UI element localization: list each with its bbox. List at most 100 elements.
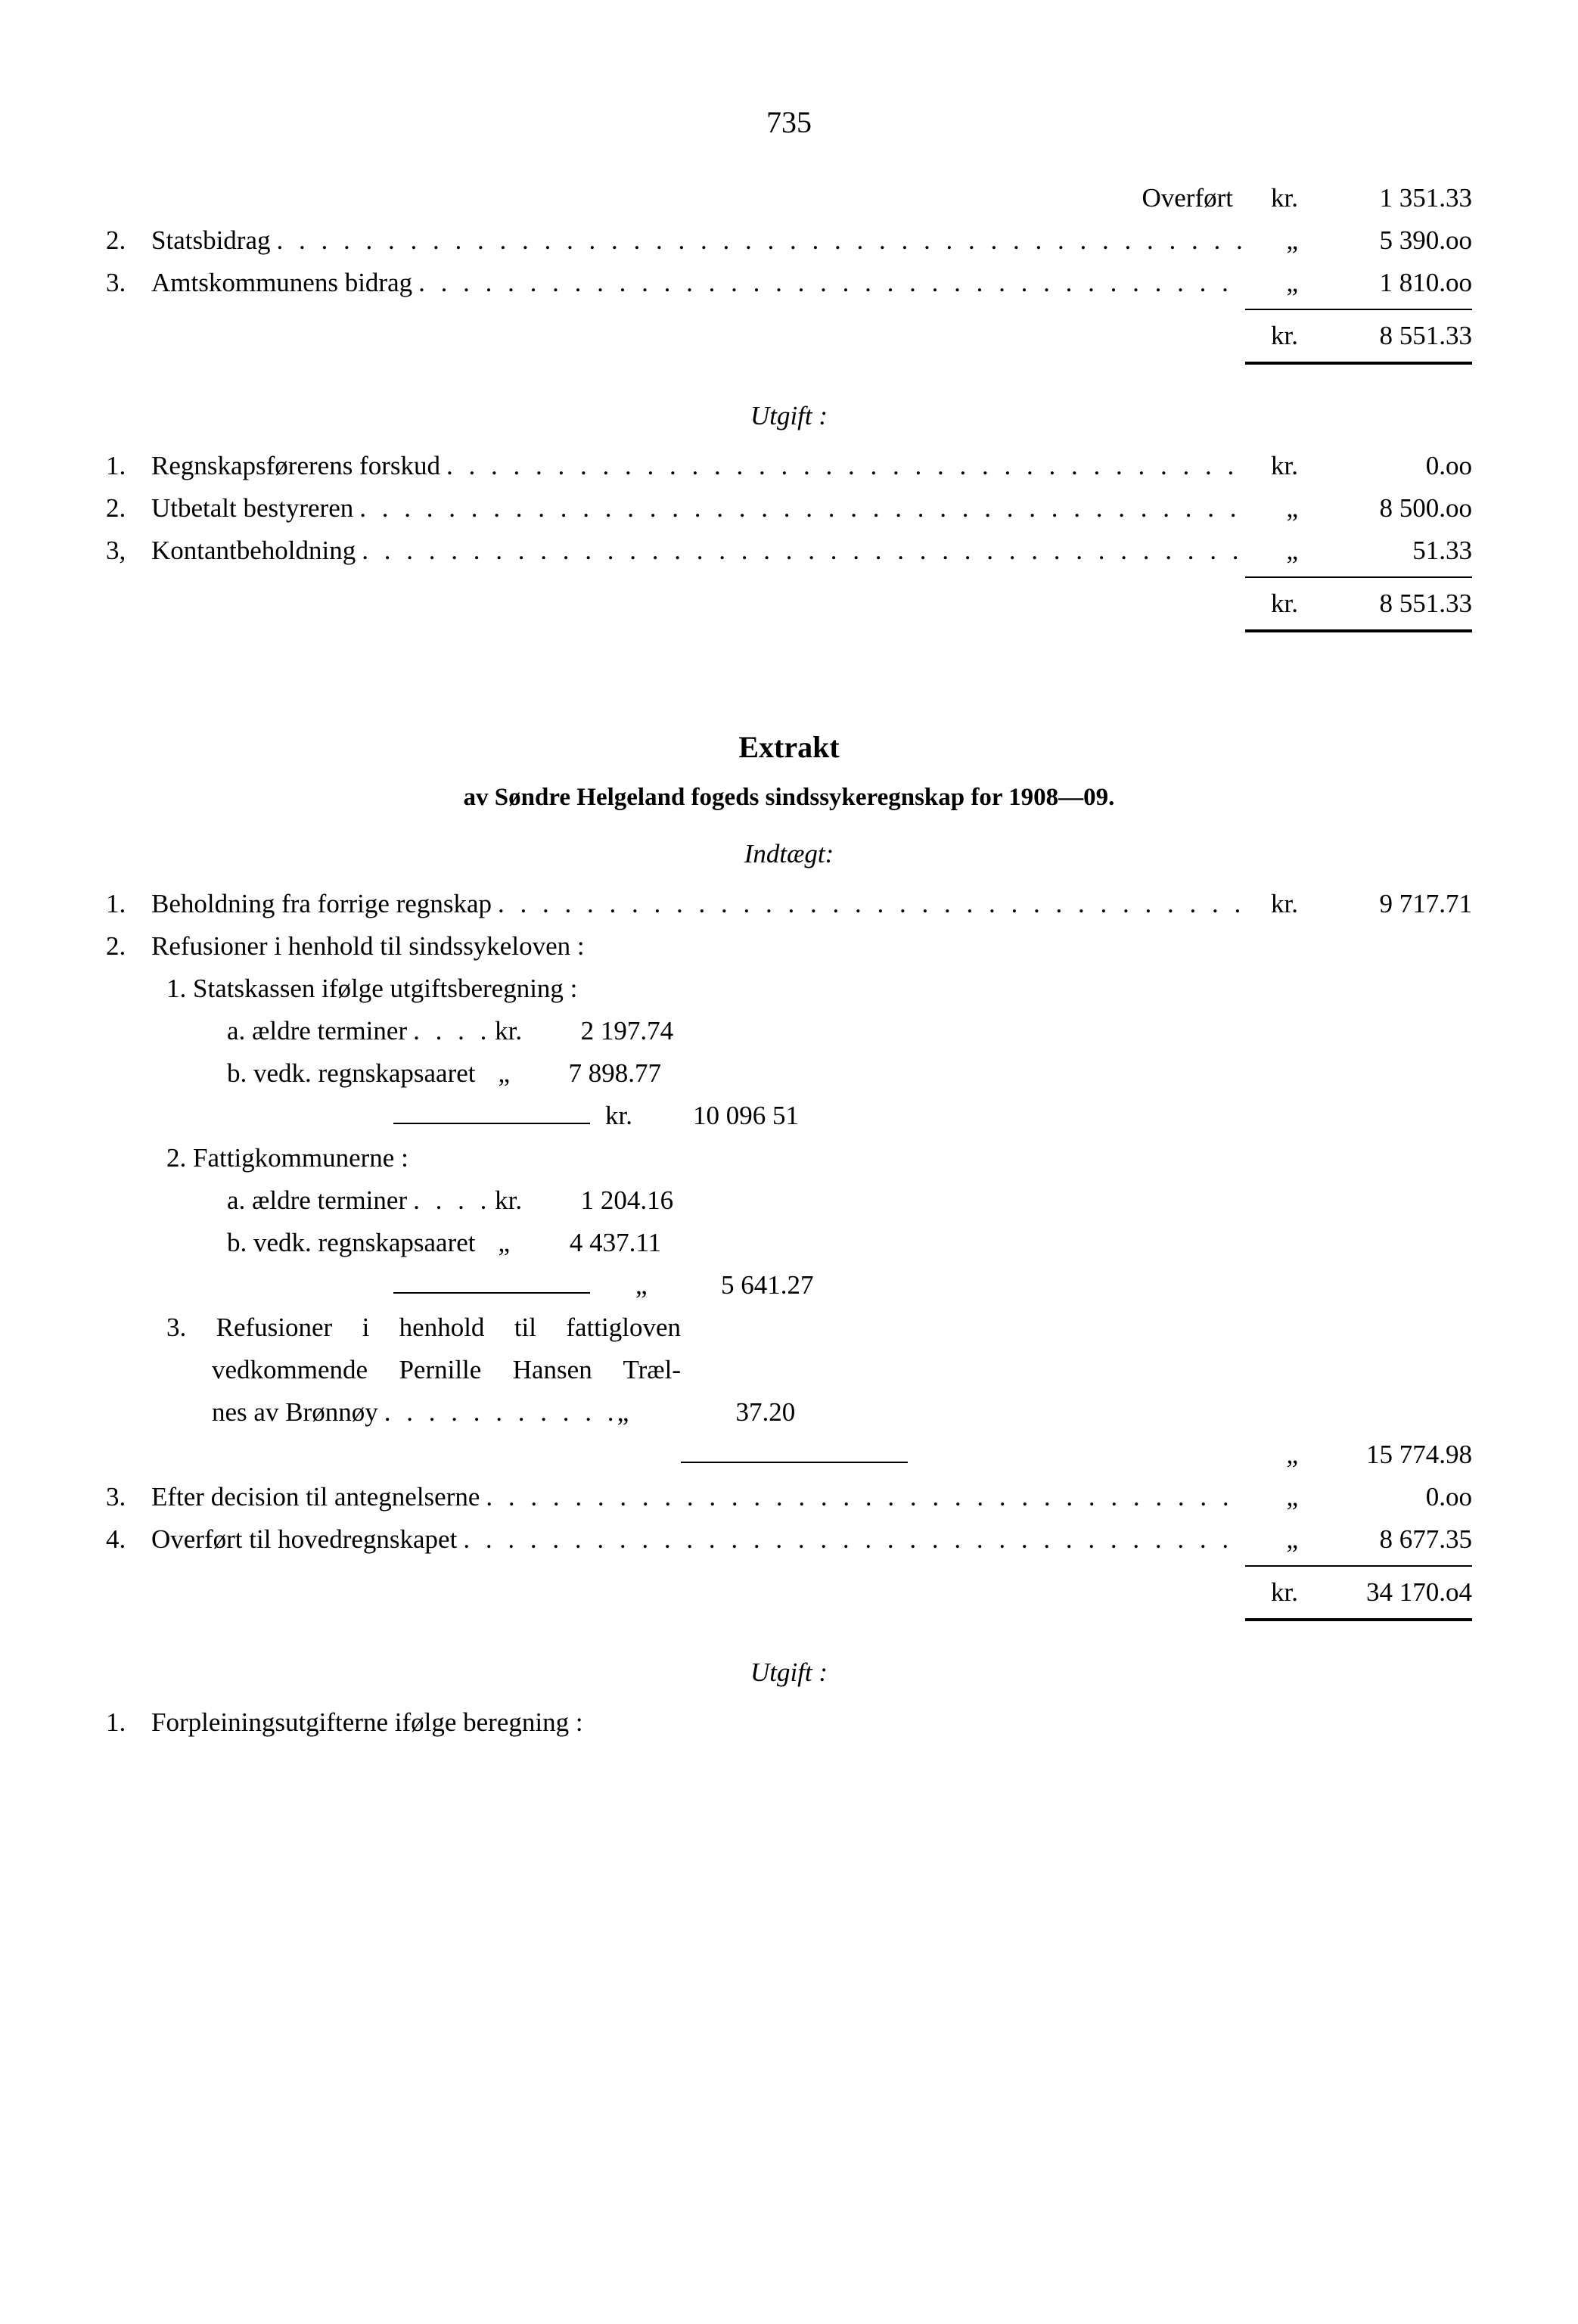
- sub-label: nes av Brønnøy: [212, 1391, 378, 1434]
- utgift-heading: Utgift :: [106, 1651, 1472, 1694]
- line-unit: „: [1245, 262, 1298, 304]
- subline: vedkommende Pernille Hansen Træl-: [106, 1349, 681, 1391]
- line-label: Regnskapsførerens forskud: [151, 445, 440, 487]
- subline: a. ældre terminer kr. 2 197.74: [106, 1010, 1472, 1052]
- line-amount: 0.oo: [1298, 1476, 1472, 1518]
- line-label: Amtskommunens bidrag: [151, 262, 412, 304]
- leader-dots: [440, 445, 1245, 487]
- utgift-heading: Utgift :: [106, 395, 1472, 437]
- sub-label: 2. Fattigkommunerne :: [166, 1137, 408, 1179]
- line-unit: „: [1245, 219, 1298, 262]
- line-unit: „: [1245, 530, 1298, 572]
- line-label: Beholdning fra forrige regnskap: [151, 883, 492, 925]
- sub-label: 1. Statskassen ifølge utgiftsberegning :: [166, 968, 577, 1010]
- total-row: kr. 8 551.33: [106, 315, 1472, 357]
- leader-dots: [378, 1391, 617, 1434]
- total-unit: kr.: [1245, 1571, 1298, 1614]
- mid-unit: kr.: [605, 1095, 632, 1137]
- leader-dots: [457, 1518, 1245, 1561]
- mid-amount: 5 641.27: [648, 1264, 814, 1306]
- subline: 1. Statskassen ifølge utgiftsberegning :: [106, 968, 1472, 1010]
- line-label: Efter decision til antegnelserne: [151, 1476, 480, 1518]
- carry-amount: 1 351.33: [1298, 177, 1472, 219]
- line-row: 1. Beholdning fra forrige regnskap kr. 9…: [106, 883, 1472, 925]
- line-amount: 51.33: [1298, 530, 1472, 572]
- mid-unit: „: [635, 1264, 648, 1306]
- line-num: 1.: [106, 445, 151, 487]
- mid-amount: 10 096 51: [632, 1095, 799, 1137]
- line-amount: 9 717.71: [1298, 883, 1472, 925]
- line-num: 2.: [106, 925, 151, 968]
- mid-total-row: „ 5 641.27: [106, 1264, 1472, 1306]
- sub-unit: „: [498, 1222, 510, 1264]
- line-label: Overført til hovedregnskapet: [151, 1518, 457, 1561]
- total-unit: kr.: [1245, 315, 1298, 357]
- total-amount: 8 551.33: [1298, 583, 1472, 625]
- carry-row: Overført kr. 1 351.33: [106, 177, 1472, 219]
- sub-unit: kr.: [495, 1179, 522, 1222]
- total-unit: kr.: [1245, 583, 1298, 625]
- line-row: 2. Refusioner i henhold til sindssykelov…: [106, 925, 1472, 968]
- subline: 3. Refusioner i henhold til fattigloven: [106, 1306, 681, 1349]
- sub-label: 3. Refusioner i henhold til fattigloven: [166, 1306, 681, 1349]
- rule: [1245, 309, 1472, 310]
- rule: [393, 1123, 590, 1124]
- line-row: 4. Overført til hovedregnskapet „ 8 677.…: [106, 1518, 1472, 1561]
- line-label: Kontantbeholdning: [151, 530, 356, 572]
- line-row: 1. Regnskapsførerens forskud kr. 0.oo: [106, 445, 1472, 487]
- line-amount: 1 810.oo: [1298, 262, 1472, 304]
- rule: [681, 1462, 908, 1463]
- total-row: kr. 34 170.o4: [106, 1571, 1472, 1614]
- carry-label: Overført: [1142, 177, 1233, 219]
- leader-dots: [492, 883, 1245, 925]
- line-amount: 0.oo: [1298, 445, 1472, 487]
- line-unit: „: [1245, 1518, 1298, 1561]
- line-label: Forpleiningsutgifterne ifølge beregning …: [151, 1701, 583, 1744]
- sub-label: vedkommende Pernille Hansen Træl-: [212, 1349, 681, 1391]
- line-unit: „: [1245, 1476, 1298, 1518]
- subline: b. vedk. regnskapsaaret „ 7 898.77: [106, 1052, 1472, 1095]
- mid-total-row: kr. 10 096 51: [106, 1095, 1472, 1137]
- indtaegt-heading: Indtægt:: [106, 833, 1472, 875]
- line-row: 3. Amtskommunens bidrag „ 1 810.oo: [106, 262, 1472, 304]
- subline: 2. Fattigkommunerne :: [106, 1137, 1472, 1179]
- line-label: Utbetalt bestyreren: [151, 487, 353, 530]
- leader-dots: [270, 219, 1245, 262]
- line-num: 3,: [106, 530, 151, 572]
- sub-unit: „: [617, 1391, 629, 1434]
- sub-amount: 4 437.11: [510, 1222, 661, 1264]
- line-num: 3.: [106, 262, 151, 304]
- sub-label: a. ældre terminer: [227, 1010, 407, 1052]
- rule-thick: [1245, 362, 1472, 365]
- leader-dots: [353, 487, 1245, 530]
- line-row: 2. Statsbidrag „ 5 390.oo: [106, 219, 1472, 262]
- subline: b. vedk. regnskapsaaret „ 4 437.11: [106, 1222, 1472, 1264]
- line-unit: „: [1245, 487, 1298, 530]
- sub-label: a. ældre terminer: [227, 1179, 407, 1222]
- line-row: 3. Efter decision til antegnelserne „ 0.…: [106, 1476, 1472, 1518]
- mid-amount: 37.20: [629, 1391, 795, 1434]
- line-row: 3, Kontantbeholdning „ 51.33: [106, 530, 1472, 572]
- line-num: 3.: [106, 1476, 151, 1518]
- rule: [393, 1292, 590, 1294]
- leader-dots: [412, 262, 1245, 304]
- sub-label: b. vedk. regnskapsaaret: [227, 1052, 475, 1095]
- leader-dots: [407, 1010, 495, 1052]
- leader-dots: [407, 1179, 495, 1222]
- leader-dots: [480, 1476, 1245, 1518]
- sub-unit: kr.: [495, 1010, 522, 1052]
- rule: [1245, 576, 1472, 578]
- rule: [1245, 1565, 1472, 1567]
- ref-unit: „: [1245, 1434, 1298, 1476]
- line-amount: 8 677.35: [1298, 1518, 1472, 1561]
- leader-dots: [356, 530, 1245, 572]
- line-unit: kr.: [1245, 445, 1298, 487]
- extrakt-subtitle: av Søndre Helgeland fogeds sindssykeregn…: [106, 778, 1472, 818]
- line-row: 2. Utbetalt bestyreren „ 8 500.oo: [106, 487, 1472, 530]
- line-row: 1. Forpleiningsutgifterne ifølge beregni…: [106, 1701, 1472, 1744]
- line-amount: 5 390.oo: [1298, 219, 1472, 262]
- total-row: kr. 8 551.33: [106, 583, 1472, 625]
- line-num: 1.: [106, 1701, 151, 1744]
- line-num: 1.: [106, 883, 151, 925]
- sub-amount: 7 898.77: [510, 1052, 661, 1095]
